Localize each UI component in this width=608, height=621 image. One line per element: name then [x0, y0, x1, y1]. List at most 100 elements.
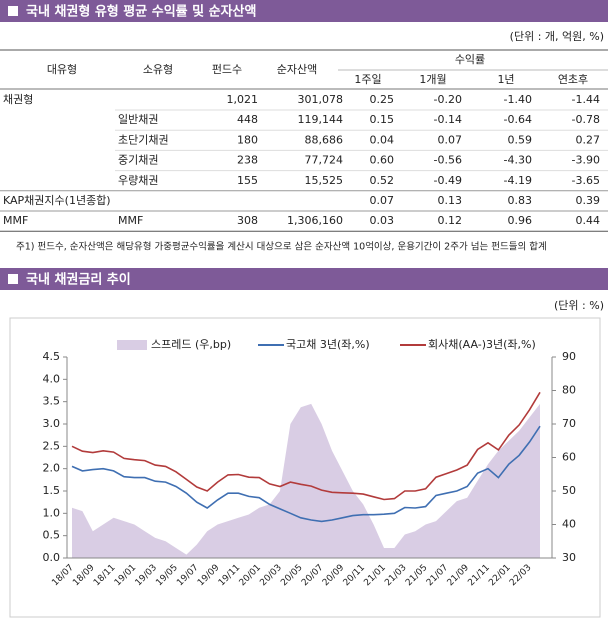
table-group-header: 수익률: [455, 53, 485, 66]
table-cell: 초단기채권: [118, 133, 169, 146]
table-header: 소유형: [143, 63, 173, 76]
x-tick-label: 20/05: [279, 563, 304, 588]
x-tick-label: 19/03: [134, 563, 159, 588]
y-tick-label: 0.0: [43, 551, 61, 564]
table-cell: 1,021: [227, 93, 259, 106]
table-header: 대유형: [47, 63, 77, 76]
x-tick-label: 20/03: [258, 563, 283, 588]
y-tick-label: 3.0: [43, 417, 61, 430]
table-cell: 0.83: [508, 194, 533, 207]
table-cell: -0.20: [434, 93, 462, 106]
y-tick-label: 4.5: [43, 350, 61, 363]
y-tick-label: 80: [562, 384, 576, 397]
table-cell: 1,306,160: [287, 214, 343, 227]
table-cell: 155: [237, 174, 258, 187]
legend-label: 스프레드 (우,bp): [151, 338, 231, 351]
table-cell: 238: [237, 154, 258, 167]
table-cell: MMF: [3, 214, 28, 227]
table-cell: -0.78: [572, 113, 600, 126]
y-tick-label: 4.0: [43, 372, 61, 385]
table-cell: KAP채권지수(1년종합): [3, 194, 111, 207]
table-cell: 0.04: [370, 133, 395, 146]
table-header: 순자산액: [277, 63, 317, 76]
table-cell: 0.52: [370, 174, 395, 187]
table-cell: 0.60: [370, 154, 395, 167]
x-tick-label: 21/01: [362, 563, 387, 588]
series-line: [71, 391, 541, 501]
x-tick-label: 19/01: [113, 563, 138, 588]
y-tick-label: 60: [562, 451, 576, 464]
table-cell: 0.12: [438, 214, 463, 227]
table-header: 펀드수: [212, 63, 242, 76]
table-cell: -0.56: [434, 154, 462, 167]
x-tick-label: 19/05: [154, 563, 179, 588]
table-cell: -0.64: [504, 113, 532, 126]
spread-area: [72, 403, 540, 558]
y-tick-label: 2.5: [43, 439, 61, 452]
table-cell: 채권형: [3, 93, 33, 106]
legend-label: 회사채(AA-)3년(좌,%): [428, 338, 536, 351]
x-tick-label: 21/05: [404, 563, 429, 588]
table-cell: 0.44: [576, 214, 601, 227]
y-tick-label: 2.0: [43, 462, 61, 475]
x-tick-label: 18/11: [92, 563, 117, 588]
table-cell: MMF: [118, 214, 143, 227]
table-cell: 0.59: [508, 133, 533, 146]
section-icon: [8, 274, 18, 284]
legend-label: 국고채 3년(좌,%): [286, 338, 370, 351]
table-cell: 0.27: [576, 133, 601, 146]
x-tick-label: 22/01: [487, 563, 512, 588]
series-line: [71, 425, 541, 523]
table-cell: -4.19: [504, 174, 532, 187]
x-tick-label: 18/07: [50, 563, 75, 588]
table-cell: 0.07: [370, 194, 395, 207]
table-cell: 88,686: [305, 133, 344, 146]
section-title: 국내 채권형 유형 평균 수익률 및 순자산액: [26, 4, 256, 20]
table-cell: 301,078: [298, 93, 344, 106]
table-cell: -0.14: [434, 113, 462, 126]
x-tick-label: 20/11: [342, 563, 367, 588]
y-tick-label: 40: [562, 518, 576, 531]
table-cell: -1.44: [572, 93, 600, 106]
x-tick-label: 22/03: [508, 563, 533, 588]
table-cell: -3.65: [572, 174, 600, 187]
y-tick-label: 1.5: [43, 484, 61, 497]
table-cell: 77,724: [305, 154, 344, 167]
x-tick-label: 21/07: [425, 563, 450, 588]
unit-label: (단위 : 개, 억원, %): [510, 30, 604, 43]
table-cell: -0.49: [434, 174, 462, 187]
y-tick-label: 3.5: [43, 395, 61, 408]
table-cell: 0.15: [370, 113, 395, 126]
x-tick-label: 19/11: [217, 563, 242, 588]
table-cell: 119,144: [298, 113, 344, 126]
table-header: 1주일: [354, 72, 381, 86]
x-tick-label: 20/09: [321, 563, 347, 589]
x-tick-label: 21/11: [466, 563, 491, 588]
x-tick-label: 19/09: [196, 563, 222, 589]
table-cell: 308: [237, 214, 258, 227]
x-tick-label: 20/07: [300, 563, 325, 588]
table-cell: 448: [237, 113, 258, 126]
table-cell: 0.25: [370, 93, 395, 106]
legend-swatch: [117, 340, 147, 350]
section-bar: [0, 0, 608, 22]
x-tick-label: 18/09: [71, 563, 97, 589]
table-cell: 0.07: [438, 133, 463, 146]
x-tick-label: 20/01: [238, 563, 263, 588]
x-tick-label: 21/03: [383, 563, 408, 588]
x-tick-label: 21/09: [446, 563, 472, 589]
table-cell: 0.39: [576, 194, 601, 207]
y-tick-label: 50: [562, 484, 576, 497]
unit-label: (단위 : %): [554, 299, 604, 312]
table-cell: 0.13: [438, 194, 463, 207]
y-tick-label: 1.0: [43, 506, 61, 519]
y-tick-label: 30: [562, 551, 576, 564]
table-note: 주1) 펀드수, 순자산액은 해당유형 가중평균수익률을 계산시 대상으로 삼은…: [16, 241, 547, 253]
table-cell: 15,525: [305, 174, 344, 187]
table-cell: 0.03: [370, 214, 395, 227]
table-cell: 우량채권: [118, 174, 158, 187]
chart-frame: [9, 317, 601, 618]
y-tick-label: 90: [562, 350, 576, 363]
table-cell: 180: [237, 133, 258, 146]
